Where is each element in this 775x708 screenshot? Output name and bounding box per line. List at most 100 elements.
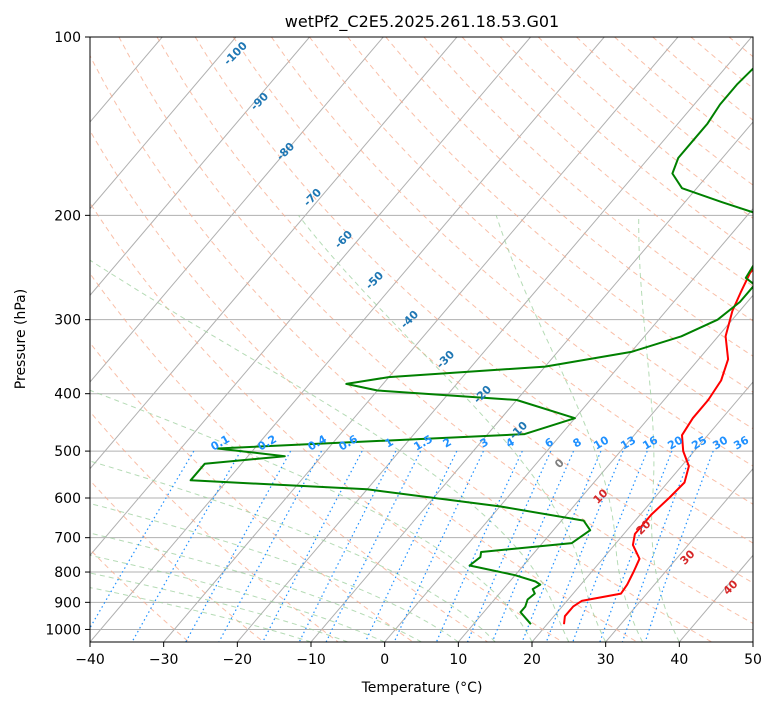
dry-adiabat-label: -40 (398, 308, 421, 331)
dry-adiabat-label: -70 (301, 186, 324, 209)
chart-title: wetPf2_C2E5.2025.261.18.53.G01 (285, 12, 559, 32)
y-tick-label: 400 (54, 387, 81, 403)
y-tick-label: 300 (54, 313, 81, 329)
dry-adiabat-line (614, 37, 753, 153)
x-tick-label: −30 (149, 652, 179, 668)
mixing-ratio-line (644, 450, 714, 642)
isotherm-line (310, 121, 753, 642)
mixing-ratio-label: 8 (571, 435, 584, 450)
mixing-ratio-label: 0.6 (337, 432, 361, 453)
y-tick-label: 200 (54, 208, 81, 224)
isotherm-line (752, 641, 753, 642)
moist-adiabat-line (495, 215, 643, 642)
mixing-ratio-label: 1.5 (412, 432, 435, 453)
mixing-ratio-line (131, 450, 242, 642)
dry-adiabat-line (232, 37, 753, 505)
mixing-ratio-line (185, 450, 292, 642)
dry-adiabat-label: -80 (274, 140, 297, 163)
moist-adiabat-label: 10 (591, 486, 611, 506)
mixing-ratio-line (599, 450, 673, 642)
x-axis-label: Temperature (°C) (361, 680, 483, 696)
isotherm-line (90, 37, 458, 470)
y-axis-label: Pressure (hPa) (13, 289, 29, 389)
dry-adiabat-line (499, 37, 753, 253)
temperature-profile-line (563, 267, 753, 625)
isotherm-line (384, 207, 753, 642)
mixing-ratio-line (218, 450, 323, 642)
dry-adiabat-label: -20 (471, 383, 494, 406)
moist-adiabat-label: 20 (634, 517, 654, 537)
x-tick-label: 50 (744, 652, 762, 668)
dry-adiabat-label: -50 (363, 269, 386, 292)
mixing-ratio-line (325, 450, 422, 642)
mixing-ratio-label: 30 (710, 433, 730, 452)
isotherm-line (163, 37, 679, 642)
x-tick-label: −40 (75, 652, 105, 668)
moist-adiabat-line (90, 460, 496, 642)
mixing-ratio-label: 1 (383, 435, 396, 450)
moist-adiabat-label: 30 (678, 547, 698, 567)
moist-adiabat-line (298, 214, 607, 642)
dry-adiabat-line (90, 54, 712, 642)
moist-adiabat-line (90, 532, 422, 642)
mixing-ratio-label: 16 (640, 433, 660, 452)
isotherm-line (90, 37, 384, 383)
mixing-ratio-line (90, 450, 195, 630)
x-tick-label: 0 (380, 652, 389, 668)
isotherm-line (605, 467, 753, 642)
isotherm-line (678, 554, 753, 642)
adiabat-labels: -100-90-80-70-60-50-40-30-20-10010203040… (209, 39, 752, 598)
dry-adiabat-line (90, 272, 488, 642)
moist-adiabat-line (90, 389, 533, 642)
moist-adiabat-line (90, 503, 459, 642)
isotherm-line (90, 37, 237, 210)
x-tick-label: 40 (670, 652, 688, 668)
moist-adiabat-line (90, 587, 312, 642)
x-tick-label: 30 (597, 652, 615, 668)
dry-adiabat-line (90, 410, 339, 642)
mixing-ratio-line (364, 450, 458, 642)
mixing-ratio-line (491, 450, 575, 642)
dry-adiabat-line (156, 37, 753, 584)
mixing-ratio-line (621, 450, 693, 642)
dry-adiabat-line (537, 37, 753, 219)
y-tick-label: 1000 (45, 622, 81, 638)
mixing-ratio-line (572, 450, 648, 642)
dry-adiabat-line (90, 129, 638, 642)
moist-adiabat-line (90, 572, 348, 642)
isotherm-line (90, 37, 310, 297)
moist-adiabat-line (90, 259, 570, 642)
isotherm-line (90, 37, 531, 557)
mixing-ratio-label: 3 (478, 435, 491, 450)
mixing-ratio-line (298, 450, 397, 642)
x-tick-label: −10 (296, 652, 326, 668)
axes: −40 −30 −20 −10 0 10 20 30 40 50 100 200 300 400 500 60… (45, 30, 762, 668)
dry-adiabat-label: -100 (221, 39, 250, 68)
x-tick-label: −20 (223, 652, 253, 668)
dewpoint-profile-line (189, 67, 753, 625)
isotherm-line (531, 381, 753, 642)
moist-adiabat-line (638, 215, 680, 642)
y-tick-label: 600 (54, 491, 81, 507)
dry-adiabat-line (90, 202, 563, 642)
moist-adiabat-label: 40 (721, 577, 741, 597)
mixing-ratio-line (262, 450, 363, 642)
dry-adiabat-line (194, 37, 753, 544)
plot-frame (89, 36, 754, 643)
moist-adiabat-line (90, 554, 385, 642)
isotherm-line (457, 294, 753, 642)
dry-adiabat-line (461, 37, 753, 287)
mixing-ratio-label: 0.2 (256, 432, 279, 453)
mixing-ratio-line (521, 450, 602, 642)
mixing-ratio-line (545, 450, 624, 642)
dry-adiabat-line (576, 37, 753, 186)
y-tick-label: 900 (54, 595, 81, 611)
profile-series (189, 67, 753, 625)
y-tick-label: 800 (54, 565, 81, 581)
plot-area: -100-90-80-70-60-50-40-30-20-10010203040… (90, 37, 753, 642)
dry-adiabat-line (728, 37, 753, 58)
y-tick-label: 500 (54, 444, 81, 460)
y-tick-label: 100 (54, 30, 81, 46)
dry-adiabat-line (385, 37, 753, 357)
